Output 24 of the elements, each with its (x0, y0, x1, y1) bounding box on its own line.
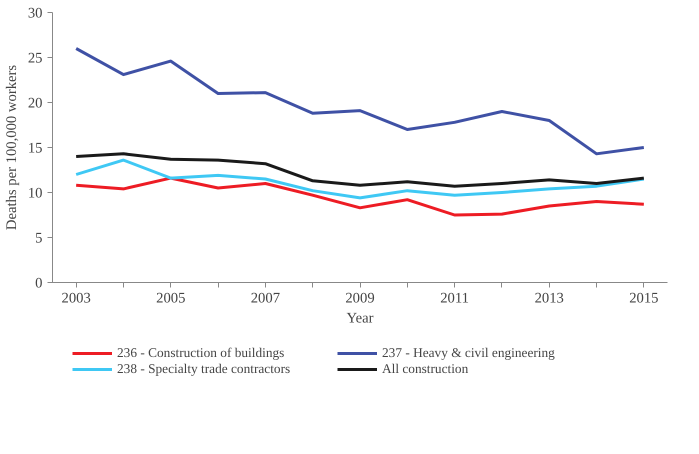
x-tick-label: 2007 (250, 290, 280, 306)
line-series (74, 47, 646, 156)
x-axis-title: Year (346, 310, 374, 326)
x-tick-label: 2003 (62, 290, 91, 306)
x-tick-label: 2015 (629, 290, 658, 306)
y-tick-label: 20 (28, 96, 42, 112)
legend-label: 238 - Specialty trade contractors (117, 361, 292, 377)
legend-label: All construction (382, 361, 470, 377)
x-tick-label: 2011 (440, 290, 470, 306)
y-tick-label: 5 (35, 230, 42, 246)
legend-label: 237 - Heavy & civil engineering (382, 345, 556, 361)
line-series (74, 158, 646, 200)
legend-label: 236 - Construction of buildings (117, 345, 286, 361)
y-axis-title: Deaths per 100,000 workers (4, 64, 20, 230)
y-tick-label: 15 (28, 140, 42, 156)
line-series (74, 176, 646, 216)
y-tick-label: 0 (35, 276, 42, 292)
x-tick-label: 2005 (156, 290, 186, 306)
y-tick-label: 10 (28, 186, 42, 202)
x-tick-label: 2009 (345, 290, 375, 306)
y-tick-label: 30 (28, 6, 42, 22)
x-tick-label: 2013 (534, 290, 564, 306)
line-series (74, 152, 646, 188)
y-tick-label: 25 (28, 50, 42, 66)
